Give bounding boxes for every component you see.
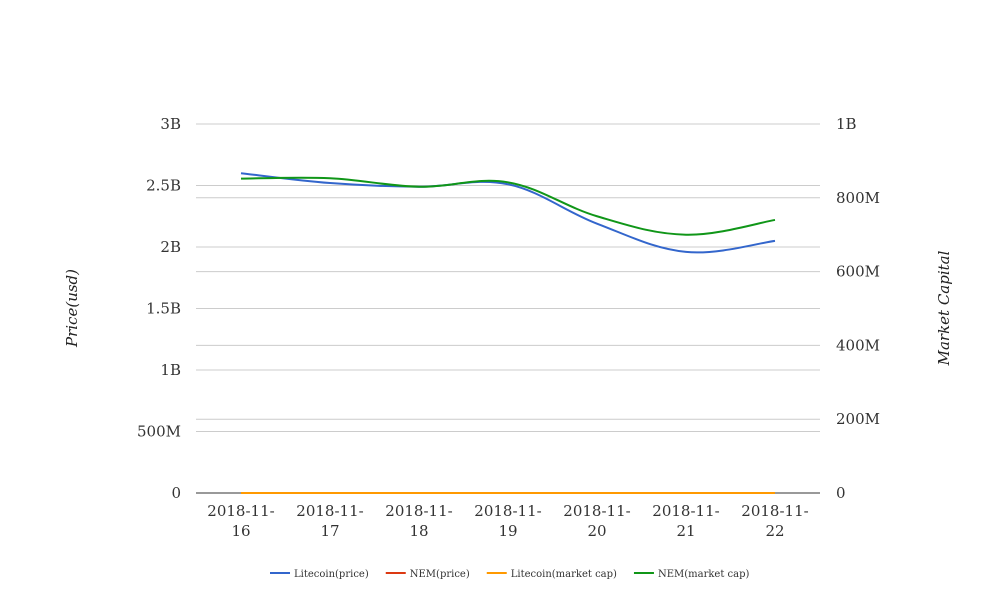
left-axis-title: Price(usd) (63, 269, 81, 348)
x-tick-label: 2018-11-22 (741, 502, 808, 540)
x-tick-label: 2018-11-17 (296, 502, 363, 540)
right-y-tick-label: 0 (836, 484, 846, 502)
left-y-tick-label: 2B (160, 238, 181, 256)
left-y-tick-label: 1.5B (146, 300, 181, 318)
x-tick-label: 2018-11-21 (652, 502, 719, 540)
legend-item: NEM(price) (385, 569, 470, 580)
right-y-tick-label: 600M (836, 263, 880, 281)
legend-item: Litecoin(market cap) (486, 569, 617, 580)
legend-label: Litecoin(price) (294, 569, 369, 580)
x-tick-labels: 2018-11-16 2018-11-17 2018-11-18 2018-11-19… (207, 502, 808, 540)
right-y-tick-label: 800M (836, 189, 880, 207)
x-tick-label: 2018-11-20 (563, 502, 630, 540)
left-gridlines (196, 123, 820, 432)
right-gridlines (196, 197, 820, 420)
legend-item: NEM(market cap) (633, 569, 750, 580)
legend-label: NEM(price) (410, 569, 470, 580)
right-y-tick-label: 400M (836, 336, 880, 354)
right-y-tick-label: 1B (836, 115, 857, 133)
legend-item: Litecoin(price) (270, 569, 369, 580)
series-line-litecoin-price (240, 172, 776, 254)
left-y-tick-label: 3B (160, 115, 181, 133)
left-y-tick-labels: 0 500M 1B 1.5B 2B 2.5B 3B (137, 115, 181, 502)
left-y-tick-label: 0 (171, 484, 181, 502)
series-line-nem-market-cap (240, 176, 776, 236)
legend-label: NEM(market cap) (658, 569, 750, 580)
legend: Litecoin(price) NEM(price) Litecoin(market… (270, 569, 750, 580)
left-y-tick-label: 1B (160, 361, 181, 379)
left-y-tick-label: 2.5B (146, 177, 181, 195)
x-tick-label: 2018-11-16 (207, 502, 274, 540)
x-tick-label: 2018-11-19 (474, 502, 541, 540)
left-y-tick-label: 500M (137, 423, 181, 441)
series-lines (240, 172, 776, 495)
right-y-tick-labels: 0 200M 400M 600M 800M 1B (836, 115, 880, 502)
right-axis-title: Market Capital (935, 250, 953, 366)
legend-label: Litecoin(market cap) (511, 569, 617, 580)
x-tick-label: 2018-11-18 (385, 502, 452, 540)
right-y-tick-label: 200M (836, 410, 880, 428)
